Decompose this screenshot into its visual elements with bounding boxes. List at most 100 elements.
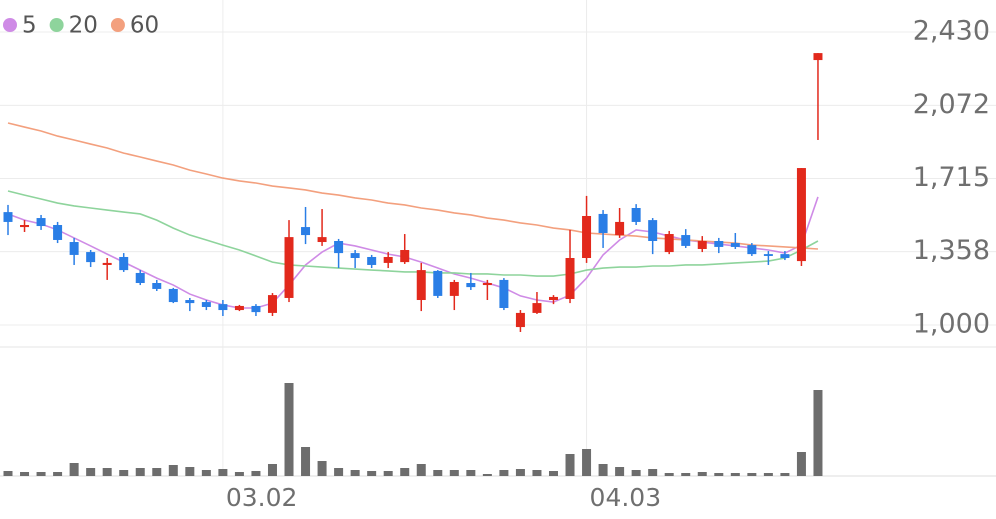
candle-body	[86, 252, 96, 263]
volume-bar	[763, 473, 773, 476]
candle-body	[714, 240, 724, 247]
volume-bar	[119, 470, 129, 476]
legend-marker	[3, 18, 17, 32]
volume-bar	[747, 473, 757, 476]
candle-body	[615, 221, 625, 236]
candle-body	[515, 312, 525, 328]
y-tick-label: 2,072	[913, 89, 990, 120]
volume-bar	[334, 468, 344, 476]
candle-body	[201, 302, 211, 307]
volume-bar	[433, 470, 443, 476]
volume-bar	[598, 464, 608, 476]
legend-label: 5	[22, 13, 37, 39]
candle-body	[350, 253, 360, 259]
candle-body	[730, 243, 740, 247]
volume-bar	[350, 470, 360, 476]
candle-body	[565, 258, 575, 299]
volume-bar	[251, 471, 261, 476]
candle-body	[185, 300, 195, 304]
candle-body	[334, 240, 344, 254]
candle-body	[697, 240, 707, 249]
candle-body	[466, 283, 476, 288]
candle-body	[152, 283, 162, 289]
moving-average-line	[7, 122, 819, 250]
volume-bar	[152, 468, 162, 476]
y-tick-label: 2,430	[913, 15, 990, 46]
candle-body	[317, 237, 327, 243]
volume-bar	[449, 470, 459, 476]
candle-body	[400, 250, 410, 263]
volume-bar	[664, 473, 674, 476]
candle-body	[383, 256, 393, 263]
volume-bar	[515, 469, 525, 476]
volume-bar	[714, 473, 724, 476]
volume-bar	[697, 472, 707, 476]
candle-body	[499, 279, 509, 309]
volume-bar	[730, 473, 740, 476]
candle-body	[482, 283, 492, 286]
candle-body	[234, 305, 244, 311]
volume-bar	[267, 464, 277, 476]
candle-body	[119, 256, 129, 271]
candle-body	[3, 212, 13, 222]
candle-body	[267, 295, 277, 313]
candle-body	[548, 296, 558, 301]
candle-body	[251, 305, 261, 313]
volume-bar	[201, 470, 211, 476]
volume-bar	[631, 470, 641, 476]
volume-bar	[582, 449, 592, 476]
volume-bar	[135, 468, 145, 476]
volume-bar	[416, 464, 426, 476]
candle-body	[631, 208, 641, 222]
volume-bar	[20, 472, 30, 476]
volume-bar	[218, 469, 228, 476]
volume-bar	[615, 467, 625, 476]
candle-body	[763, 254, 773, 256]
y-tick-label: 1,000	[913, 309, 990, 340]
volume-bar	[796, 452, 806, 476]
candle-body	[433, 270, 443, 296]
candle-body	[36, 218, 46, 227]
legend-label: 20	[69, 13, 98, 39]
candle-body	[367, 256, 377, 265]
x-tick-label: 03.02	[226, 483, 298, 512]
volume-bar	[813, 390, 823, 476]
volume-bar	[548, 471, 558, 476]
candle-body	[681, 235, 691, 246]
volume-bar	[301, 447, 311, 476]
candle-body	[813, 53, 823, 61]
volume-bar	[317, 461, 327, 476]
candle-body	[301, 227, 311, 236]
y-tick-label: 1,358	[913, 235, 990, 266]
candle-body	[598, 213, 608, 234]
candle-body	[53, 225, 63, 240]
legend-marker	[110, 18, 125, 32]
volume-bar	[400, 468, 410, 476]
candle-body	[69, 242, 79, 255]
y-tick-label: 1,715	[913, 162, 990, 193]
moving-average-line	[7, 196, 819, 309]
candle-body	[648, 220, 658, 241]
volume-bar	[69, 463, 79, 476]
candle-body	[168, 288, 178, 303]
volume-bar	[532, 470, 542, 476]
volume-bar	[648, 469, 658, 476]
volume-bar	[499, 470, 509, 476]
volume-bar	[234, 472, 244, 476]
x-tick-label: 04.03	[590, 483, 662, 512]
volume-bar	[367, 471, 377, 476]
volume-bar	[681, 473, 691, 476]
moving-average-line	[7, 190, 819, 277]
volume-bar	[102, 468, 112, 476]
candle-body	[218, 304, 228, 311]
candle-body	[135, 272, 145, 284]
candle-body	[582, 215, 592, 259]
volume-bar	[86, 468, 96, 476]
volume-bar	[383, 471, 393, 476]
candle-body	[664, 234, 674, 253]
volume-bar	[53, 472, 63, 476]
volume-bar	[3, 471, 13, 476]
legend-marker	[49, 18, 64, 32]
volume-bar	[284, 383, 294, 476]
